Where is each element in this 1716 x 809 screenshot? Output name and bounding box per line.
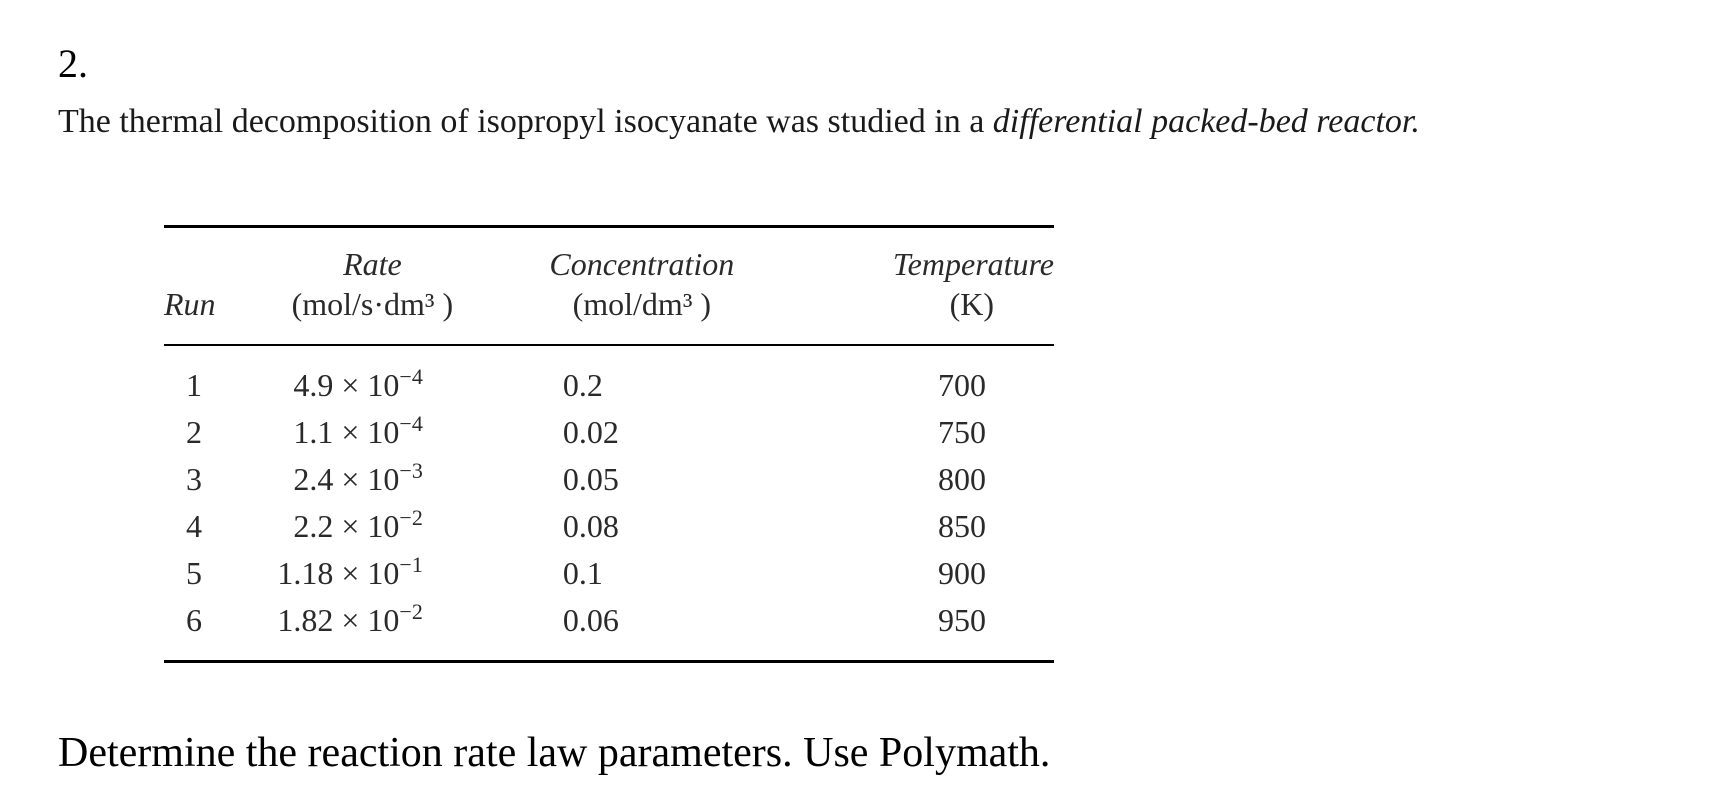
header-run-label: Run: [164, 286, 216, 322]
header-temperature: Temperature (K): [790, 225, 1054, 346]
data-table: Run Rate (mol/s·dm³ ) Concentration (mol…: [164, 225, 1054, 663]
cell-rate: 1.18 × 10−1: [252, 550, 493, 597]
cell-temperature: 950: [790, 597, 1054, 663]
header-temperature-unit: (K): [949, 286, 994, 322]
rate-exponent: −4: [399, 411, 423, 436]
cell-temperature: 700: [938, 367, 986, 403]
table-row: 5 1.18 × 10−1 0.1 900: [164, 550, 1054, 597]
cell-rate: 2.2 × 10−2: [252, 503, 493, 550]
header-rate: Rate (mol/s·dm³ ): [251, 225, 493, 346]
rate-exponent: −3: [399, 458, 423, 483]
header-concentration-unit: (mol/dm³ ): [572, 286, 712, 322]
cell-run: 4: [186, 508, 202, 544]
cell-rate: 2.4 × 10−3: [252, 456, 493, 503]
table-row: 4 2.2 × 10−2 0.08 850: [164, 503, 1054, 550]
cell-run: 2: [186, 414, 202, 450]
cell-run: 5: [186, 555, 202, 591]
rate-exponent: −2: [399, 505, 423, 530]
rate-mantissa: 1.1 × 10: [293, 414, 400, 450]
cell-rate: 4.9 × 10−4: [252, 345, 493, 409]
rate-mantissa: 1.18 × 10: [277, 555, 400, 591]
cell-temperature: 750: [938, 414, 986, 450]
intro-text: The thermal decomposition of isopropyl i…: [58, 103, 993, 140]
header-run: Run: [164, 225, 252, 346]
header-concentration: Concentration (mol/dm³ ): [492, 225, 791, 346]
intro-emphasis: differential packed-bed reactor.: [992, 103, 1420, 140]
cell-temperature: 900: [938, 555, 986, 591]
table-row: 6 1.82 × 10−2 0.06 950: [164, 597, 1054, 663]
cell-concentration: 0.2: [562, 367, 603, 403]
rate-mantissa: 2.2 × 10: [293, 508, 400, 544]
rate-mantissa: 4.9 × 10: [293, 367, 400, 403]
cell-concentration: 0.05: [562, 461, 619, 497]
rate-exponent: −2: [399, 599, 423, 624]
table-header-row: Run Rate (mol/s·dm³ ) Concentration (mol…: [164, 225, 1054, 346]
rate-exponent: −1: [399, 552, 423, 577]
cell-temperature: 800: [938, 461, 986, 497]
cell-run: 1: [186, 367, 202, 403]
intro-paragraph: The thermal decomposition of isopropyl i…: [58, 100, 1420, 144]
cell-rate: 1.82 × 10−2: [251, 597, 493, 663]
cell-rate: 1.1 × 10−4: [252, 409, 493, 456]
header-concentration-label: Concentration: [549, 246, 735, 282]
cell-run: 6: [164, 597, 252, 663]
question-text: Determine the reaction rate law paramete…: [58, 730, 1051, 776]
header-rate-unit: (mol/s·dm³ ): [291, 286, 454, 322]
rate-mantissa: 1.82 × 10: [277, 602, 400, 638]
table-row: 2 1.1 × 10−4 0.02 750: [164, 409, 1054, 456]
cell-run: 3: [186, 461, 202, 497]
table-row: 1 4.9 × 10−4 0.2 700: [164, 345, 1054, 409]
cell-concentration: 0.08: [562, 508, 619, 544]
header-temperature-label: Temperature: [892, 246, 1054, 282]
cell-concentration: 0.1: [562, 555, 603, 591]
cell-concentration: 0.02: [562, 414, 619, 450]
rate-mantissa: 2.4 × 10: [293, 461, 400, 497]
table-row: 3 2.4 × 10−3 0.05 800: [164, 456, 1054, 503]
rate-exponent: −4: [399, 364, 423, 389]
cell-temperature: 850: [938, 508, 986, 544]
problem-number: 2.: [58, 41, 88, 86]
header-rate-label: Rate: [343, 246, 402, 282]
cell-concentration: 0.06: [492, 597, 791, 663]
